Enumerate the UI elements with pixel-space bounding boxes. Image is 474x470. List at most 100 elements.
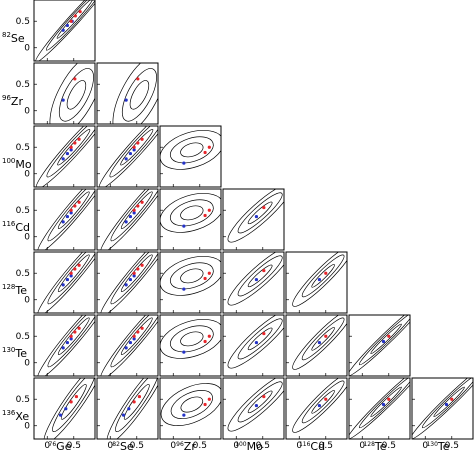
contour-ellipse (121, 68, 157, 122)
y-tick-label: 0 (24, 296, 30, 306)
panel-1-0 (33, 62, 96, 125)
data-point-blue (58, 413, 63, 417)
contour-ellipse (35, 0, 95, 61)
data-point-blue (124, 157, 128, 161)
contour-ellipse (47, 189, 95, 242)
data-point-red (74, 394, 79, 399)
panel-2-0 (33, 125, 96, 188)
column-label: 82Se (112, 440, 134, 453)
data-point-red (137, 394, 142, 399)
data-point-red (73, 77, 77, 81)
panel-frame (96, 62, 159, 125)
x-tick-label: 0 (296, 441, 302, 451)
data-point-red (73, 141, 77, 145)
data-point-red (136, 204, 140, 208)
contour-ellipse (110, 252, 158, 305)
contour-ellipse (123, 384, 150, 420)
panel-frame (285, 377, 348, 440)
data-point-red (450, 397, 454, 401)
panel-6-6 (411, 377, 474, 440)
data-point-red (203, 339, 207, 344)
y-tick-label: 0.5 (16, 17, 30, 27)
data-point-red (78, 10, 82, 14)
data-point-red (207, 271, 211, 275)
contour-ellipse (292, 252, 347, 307)
data-point-red (77, 326, 81, 330)
column-label: 76Ge (49, 440, 72, 453)
data-point-red (203, 150, 207, 155)
data-point-red (207, 397, 211, 401)
data-point-blue (127, 407, 131, 411)
panel-5-5 (348, 314, 411, 377)
y-tick-label: 0 (24, 170, 30, 180)
data-point-red (136, 330, 140, 334)
data-point-red (73, 14, 77, 18)
contour-ellipse (120, 191, 153, 229)
contour-ellipse (358, 378, 410, 429)
x-tick-label: 0 (170, 441, 176, 451)
data-point-blue (65, 277, 70, 282)
contour-ellipse (57, 254, 90, 292)
contour-ellipse (57, 317, 90, 355)
data-point-blue (61, 98, 65, 102)
contour-ellipse (292, 378, 347, 433)
contour-ellipse (169, 136, 214, 164)
y-tick-label: 0.5 (16, 206, 30, 216)
contour-ellipse (160, 130, 221, 170)
contour-ellipse (237, 255, 283, 297)
x-tick-label: 0.5 (382, 441, 396, 451)
data-point-blue (444, 402, 449, 407)
panel-frame (222, 377, 285, 440)
data-point-blue (254, 403, 259, 408)
contour-ellipse (129, 80, 150, 110)
data-point-blue (65, 340, 70, 345)
contour-ellipse (311, 390, 335, 414)
contour-ellipse (421, 378, 473, 429)
panel-frame (159, 377, 222, 440)
panel-frame (348, 377, 411, 440)
data-point-red (73, 204, 77, 208)
panel-frame (96, 125, 159, 188)
panel-4-1 (96, 251, 159, 314)
contour-ellipse (100, 315, 158, 376)
x-tick-label: 0 (359, 441, 365, 451)
x-tick-label: 0.5 (193, 441, 207, 451)
data-point-red (132, 145, 136, 149)
contour-ellipse (247, 264, 273, 288)
panel-frame (96, 251, 159, 314)
data-point-blue (128, 277, 133, 282)
contour-ellipse (358, 315, 410, 366)
contour-ellipse (110, 189, 158, 242)
contour-ellipse (58, 68, 94, 122)
contour-ellipse (170, 390, 213, 420)
panel-3-3 (222, 188, 285, 251)
panel-0-0 (33, 0, 96, 62)
panel-4-0 (33, 251, 96, 314)
data-point-blue (132, 337, 136, 341)
data-point-blue (128, 214, 133, 219)
panel-frame (33, 251, 96, 314)
contour-ellipse (46, 126, 95, 178)
data-point-blue (124, 220, 128, 224)
column-label: 130Te (426, 440, 449, 453)
data-point-red (262, 394, 266, 399)
contour-ellipse (35, 126, 95, 187)
y-tick-label: 0 (24, 107, 30, 117)
data-point-blue (381, 402, 386, 407)
contour-ellipse (227, 378, 284, 432)
row-label: 136Xe (2, 409, 29, 423)
panel-6-5 (348, 377, 411, 440)
contour-ellipse (412, 378, 473, 439)
data-point-blue (132, 148, 136, 152)
panel-5-2 (159, 314, 222, 377)
contour-ellipse (66, 80, 87, 110)
contour-ellipse (56, 0, 94, 39)
contour-ellipse (43, 378, 95, 439)
contour-ellipse (120, 129, 154, 166)
panel-frame (285, 314, 348, 377)
contour-ellipse (106, 378, 158, 439)
column-label: 100Mo (235, 440, 263, 453)
data-point-blue (381, 339, 386, 344)
data-point-blue (61, 346, 65, 350)
